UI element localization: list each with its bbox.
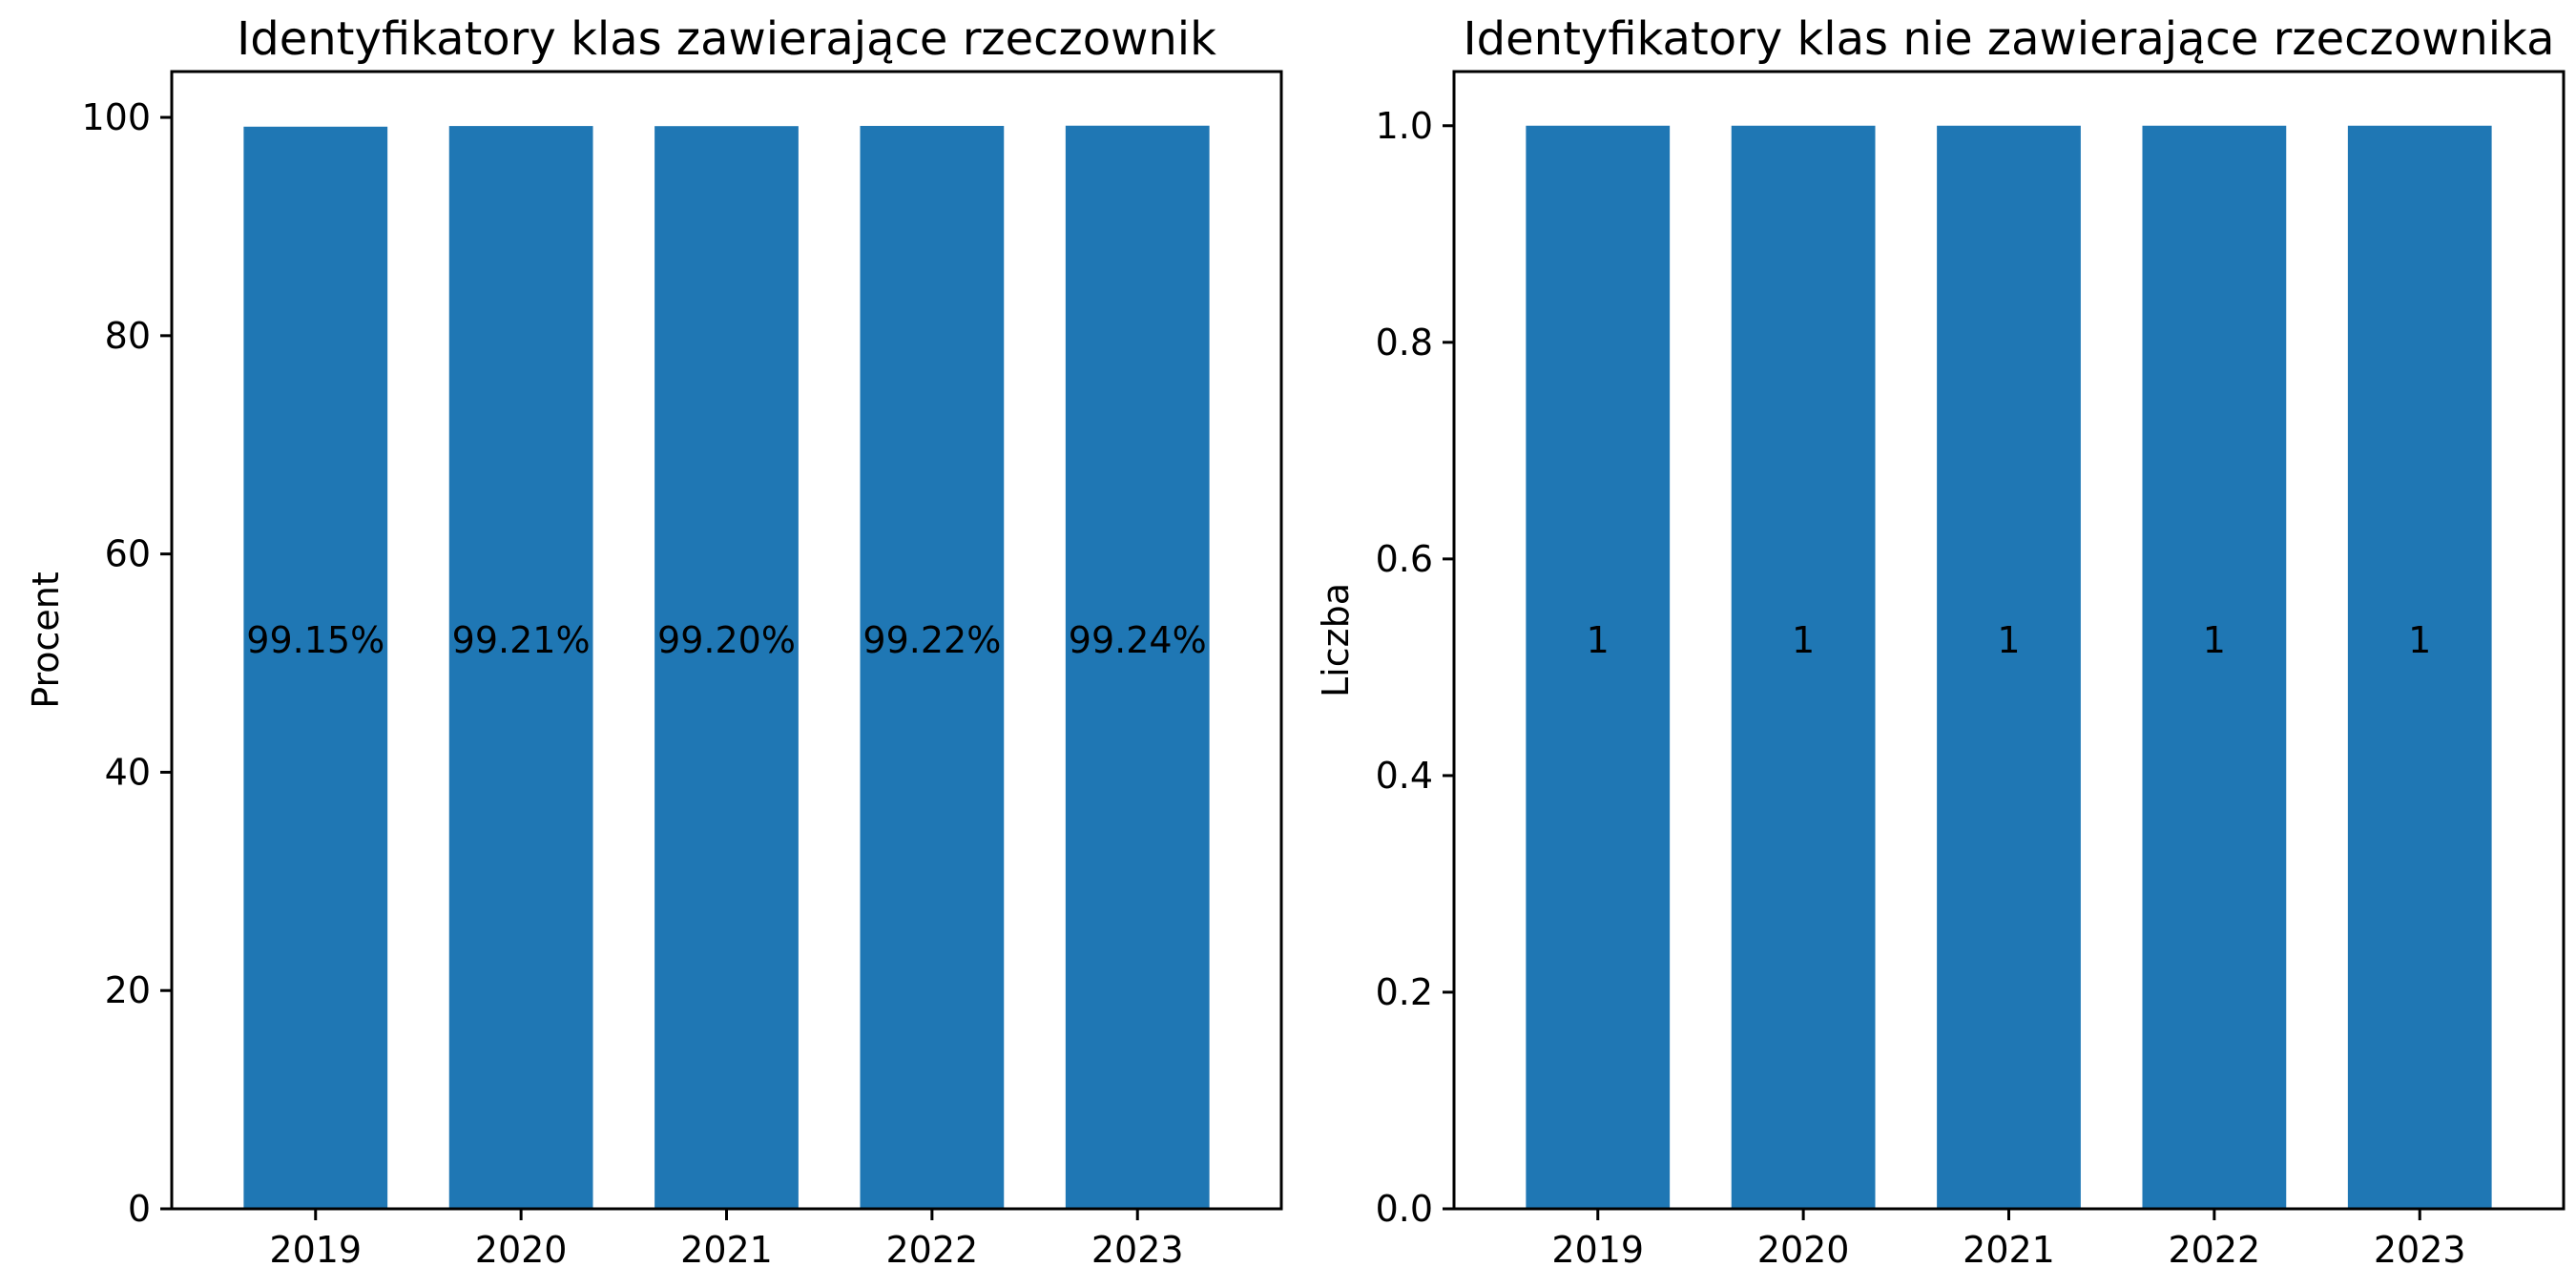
bar-2019 xyxy=(1526,125,1671,1209)
x-tick-label: 2022 xyxy=(2169,1229,2261,1271)
y-tick-label: 0.8 xyxy=(1376,322,1433,364)
y-tick-label: 100 xyxy=(81,96,151,138)
y-tick-label: 40 xyxy=(105,751,151,793)
bar-data-label: 1 xyxy=(1792,619,1815,661)
bar-2023 xyxy=(1065,125,1210,1209)
bar-data-label: 99.24% xyxy=(1069,619,1207,661)
y-tick-label: 60 xyxy=(105,533,151,575)
bar-2019 xyxy=(243,126,388,1210)
bar-data-label: 99.21% xyxy=(452,619,591,661)
y-tick-label: 0.0 xyxy=(1376,1188,1433,1230)
y-tick-label: 0 xyxy=(128,1188,151,1230)
bar-2022 xyxy=(860,125,1005,1210)
y-tick-label: 20 xyxy=(105,969,151,1011)
x-tick-label: 2023 xyxy=(1091,1229,1184,1271)
bar-2020 xyxy=(448,126,593,1210)
x-tick-label: 2023 xyxy=(2374,1229,2466,1271)
x-tick-label: 2020 xyxy=(475,1229,568,1271)
y-axis-label: Procent xyxy=(25,571,67,709)
bar-data-label: 99.20% xyxy=(657,619,796,661)
x-tick-label: 2020 xyxy=(1757,1229,1850,1271)
x-tick-label: 2021 xyxy=(1963,1229,2055,1271)
x-tick-label: 2019 xyxy=(1551,1229,1644,1271)
bar-2020 xyxy=(1731,125,1876,1209)
y-tick-label: 1.0 xyxy=(1376,105,1433,147)
chart-title: Identyfikatory klas nie zawierające rzec… xyxy=(1464,12,2555,66)
bar-2023 xyxy=(2347,125,2492,1209)
bar-2022 xyxy=(2142,125,2287,1209)
bar-data-label: 99.15% xyxy=(246,619,384,661)
bar-data-label: 1 xyxy=(2408,619,2431,661)
bar-data-label: 1 xyxy=(2203,619,2226,661)
y-tick-label: 0.4 xyxy=(1376,755,1433,797)
y-tick-label: 0.6 xyxy=(1376,538,1433,580)
x-tick-label: 2022 xyxy=(886,1229,979,1271)
y-axis-label: Liczba xyxy=(1315,583,1357,697)
bar-data-label: 1 xyxy=(1997,619,2020,661)
bar-data-label: 1 xyxy=(1587,619,1610,661)
y-tick-label: 0.2 xyxy=(1376,971,1433,1013)
chart-title: Identyfikatory klas zawierające rzeczown… xyxy=(237,12,1216,66)
bar-2021 xyxy=(1937,125,2081,1209)
x-tick-label: 2019 xyxy=(269,1229,362,1271)
bar-data-label: 99.22% xyxy=(862,619,1001,661)
bar-2021 xyxy=(654,126,799,1209)
x-tick-label: 2021 xyxy=(680,1229,773,1271)
y-tick-label: 80 xyxy=(105,315,151,357)
